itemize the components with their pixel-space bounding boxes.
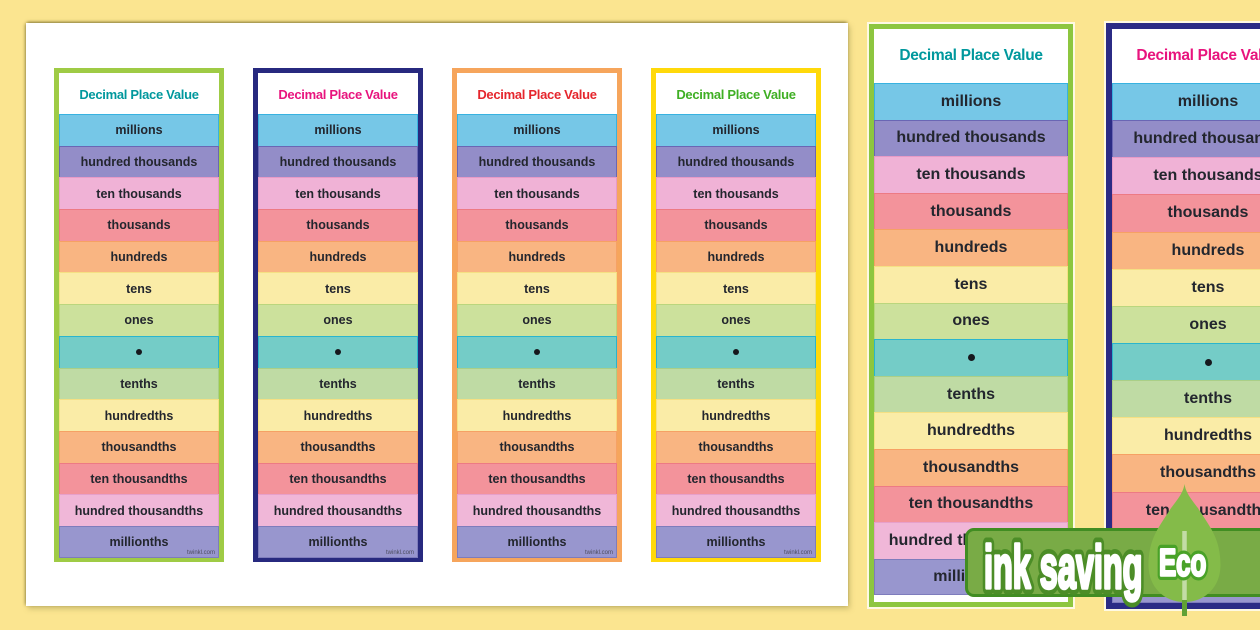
svg-text:Eco: Eco (1159, 542, 1206, 584)
svg-text:ink saving: ink saving (984, 534, 1142, 601)
svg-text:ink saving: ink saving (984, 534, 1142, 601)
svg-text:Eco: Eco (1159, 542, 1206, 584)
